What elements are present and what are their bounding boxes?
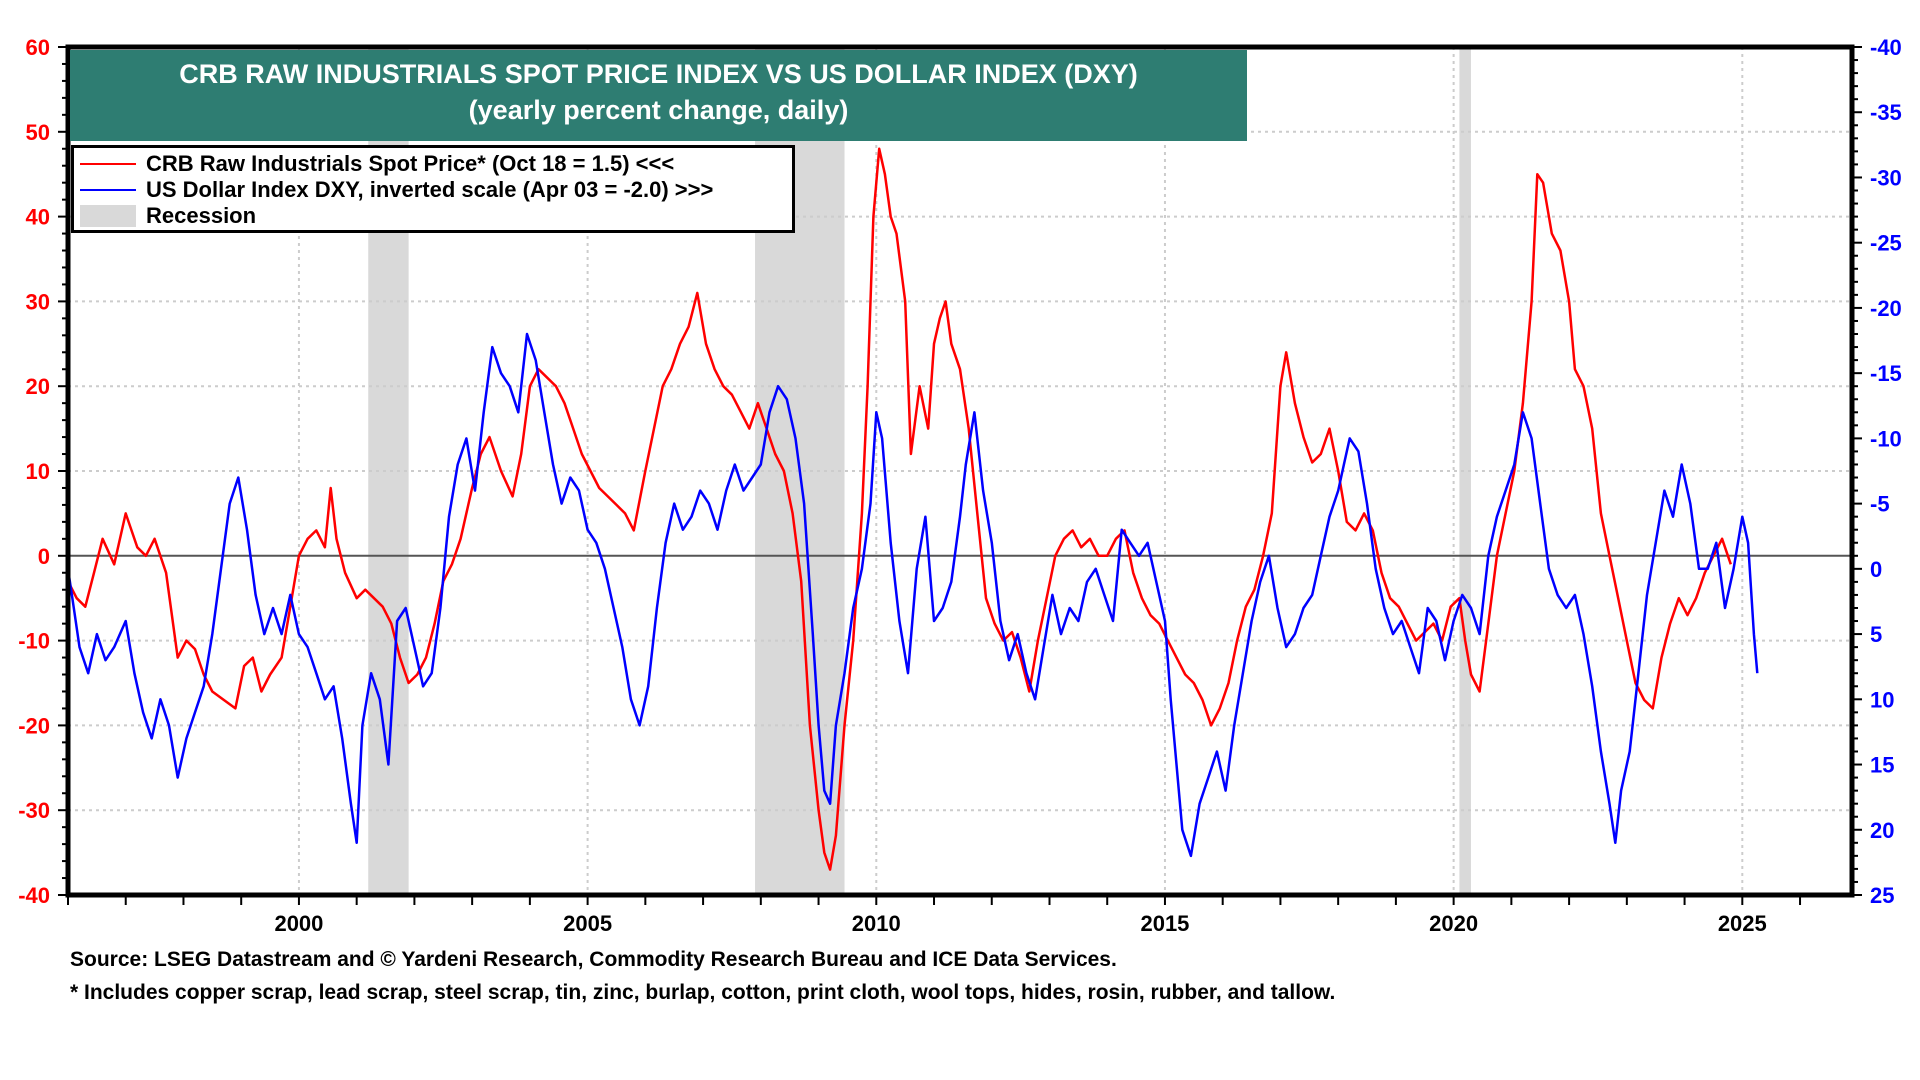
right-tick-label: -30 xyxy=(1870,165,1902,190)
x-tick-label: 2005 xyxy=(563,911,612,936)
legend-label-dxy: US Dollar Index DXY, inverted scale (Apr… xyxy=(146,177,714,202)
right-tick-label: -5 xyxy=(1870,492,1890,517)
right-tick-label: -40 xyxy=(1870,35,1902,60)
legend-item-recession: Recession xyxy=(80,203,256,229)
right-axis-ticks: -40 -35 -30 -25 -20 -15 -10 -5 0 5 10 15 20 25 xyxy=(1852,35,1902,908)
right-tick-label: 10 xyxy=(1870,687,1894,712)
right-tick-label: -35 xyxy=(1870,100,1902,125)
legend-swatch-recession xyxy=(80,205,136,227)
left-tick-label: -10 xyxy=(18,629,50,654)
left-tick-label: -30 xyxy=(18,798,50,823)
right-tick-label: 5 xyxy=(1870,622,1882,647)
left-tick-label: 40 xyxy=(26,205,50,230)
legend-label-crb: CRB Raw Industrials Spot Price* (Oct 18 … xyxy=(146,151,675,176)
series-lines xyxy=(66,147,1759,871)
legend-item-dxy: US Dollar Index DXY, inverted scale (Apr… xyxy=(80,177,713,203)
series-crb-line xyxy=(66,147,1732,871)
right-tick-label: -10 xyxy=(1870,426,1902,451)
x-tick-label: 2025 xyxy=(1718,911,1767,936)
right-tick-label: -15 xyxy=(1870,361,1902,386)
recession-band xyxy=(1459,47,1471,895)
source-note: Source: LSEG Datastream and © Yardeni Re… xyxy=(70,948,1117,971)
x-tick-label: 2015 xyxy=(1140,911,1189,936)
left-tick-label: 20 xyxy=(26,374,50,399)
left-tick-label: 0 xyxy=(38,544,50,569)
left-tick-label: 60 xyxy=(26,35,50,60)
left-tick-label: -20 xyxy=(18,713,50,738)
x-tick-label: 2000 xyxy=(274,911,323,936)
legend-swatch-red-line xyxy=(80,163,136,165)
chart-title: CRB RAW INDUSTRIALS SPOT PRICE INDEX VS … xyxy=(179,59,1138,89)
legend-label-recession: Recession xyxy=(146,203,257,228)
legend-item-crb: CRB Raw Industrials Spot Price* (Oct 18 … xyxy=(80,151,674,177)
x-tick-label: 2010 xyxy=(852,911,901,936)
series-dxy-line xyxy=(66,332,1759,858)
chart-subtitle: (yearly percent change, daily) xyxy=(468,95,849,125)
x-axis-ticks: 2000 2005 2010 2015 2020 2025 xyxy=(67,895,1802,936)
left-tick-label: 50 xyxy=(26,120,50,145)
left-tick-label: 10 xyxy=(26,459,50,484)
footnote: * Includes copper scrap, lead scrap, ste… xyxy=(70,981,1336,1004)
x-tick-label: 2020 xyxy=(1429,911,1478,936)
right-tick-label: 0 xyxy=(1870,557,1882,582)
legend: CRB Raw Industrials Spot Price* (Oct 18 … xyxy=(71,145,795,233)
left-axis-ticks: 60 50 40 30 20 10 0 -10 -20 -30 -40 xyxy=(18,35,68,908)
right-tick-label: 25 xyxy=(1870,883,1894,908)
chart-title-box: CRB RAW INDUSTRIALS SPOT PRICE INDEX VS … xyxy=(70,50,1247,141)
right-tick-label: 15 xyxy=(1870,753,1894,778)
left-tick-label: 30 xyxy=(26,289,50,314)
legend-swatch-blue-line xyxy=(80,189,136,191)
right-tick-label: -20 xyxy=(1870,296,1902,321)
left-tick-label: -40 xyxy=(18,883,50,908)
right-tick-label: -25 xyxy=(1870,231,1902,256)
right-tick-label: 20 xyxy=(1870,818,1894,843)
